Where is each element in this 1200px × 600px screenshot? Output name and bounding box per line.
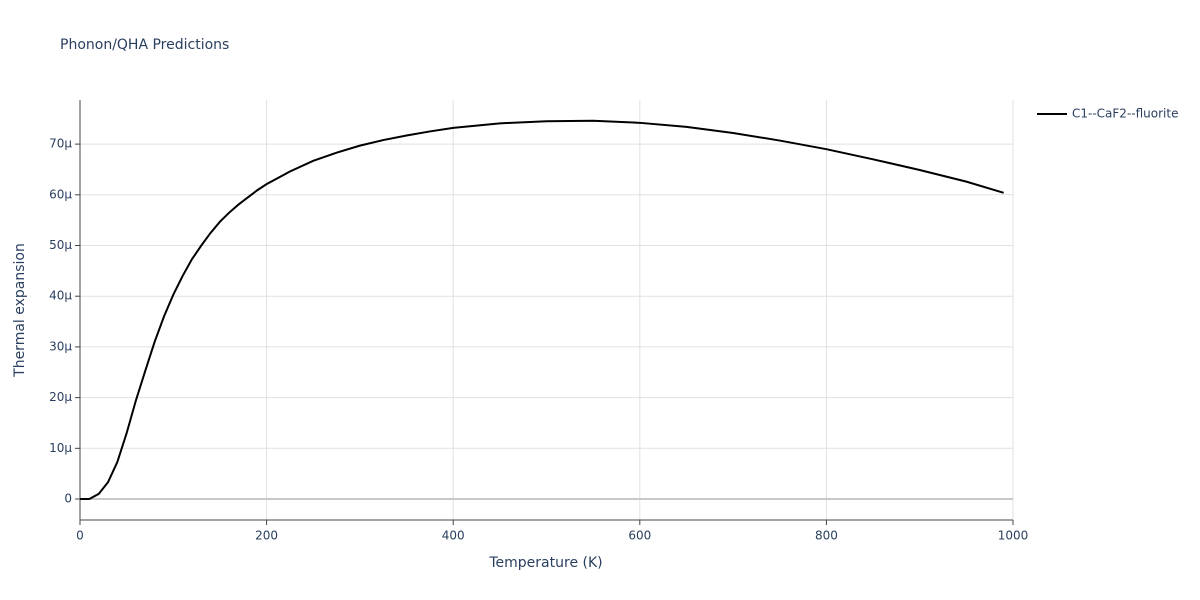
y-tick-label: 30µ xyxy=(49,339,72,353)
chart-title: Phonon/QHA Predictions xyxy=(60,37,229,53)
x-tick-label: 600 xyxy=(628,529,651,543)
data-line xyxy=(80,119,1004,501)
x-tick-label: 800 xyxy=(815,529,838,543)
x-tick-label: 200 xyxy=(255,529,278,543)
y-tick-label: 10µ xyxy=(49,441,72,455)
x-tick-label: 0 xyxy=(76,529,84,543)
x-axis-label: Temperature (K) xyxy=(488,555,602,571)
y-tick-label: 40µ xyxy=(49,289,72,303)
y-axis-label: Thermal expansion xyxy=(12,243,28,378)
x-tick-label: 400 xyxy=(442,529,465,543)
y-tick-label: 60µ xyxy=(49,187,72,201)
x-tick-label: 1000 xyxy=(998,529,1029,543)
y-tick-label: 70µ xyxy=(49,137,72,151)
y-tick-label: 50µ xyxy=(49,238,72,252)
y-tick-label: 20µ xyxy=(49,390,72,404)
legend-label: C1--CaF2--fluorite xyxy=(1072,107,1178,121)
y-tick-label: 0 xyxy=(64,492,72,506)
